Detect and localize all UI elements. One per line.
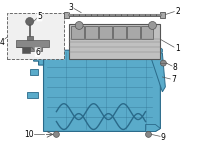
Text: 5: 5 xyxy=(37,12,42,21)
Bar xyxy=(113,26,126,39)
Polygon shape xyxy=(16,40,49,51)
Polygon shape xyxy=(34,50,160,131)
Text: 3: 3 xyxy=(69,3,74,12)
Text: 4: 4 xyxy=(0,38,4,47)
Circle shape xyxy=(75,21,83,29)
Circle shape xyxy=(26,17,34,25)
Bar xyxy=(99,26,112,39)
Polygon shape xyxy=(16,47,30,53)
Text: 1: 1 xyxy=(175,44,180,53)
Bar xyxy=(7,13,64,59)
Text: 8: 8 xyxy=(173,63,178,72)
Bar xyxy=(127,26,140,39)
Polygon shape xyxy=(44,44,56,52)
Bar xyxy=(160,12,165,17)
Bar xyxy=(69,25,160,59)
Polygon shape xyxy=(149,50,165,92)
Circle shape xyxy=(53,131,59,137)
Polygon shape xyxy=(27,92,38,98)
Bar xyxy=(85,26,98,39)
Circle shape xyxy=(160,60,166,66)
Bar xyxy=(71,26,84,39)
Polygon shape xyxy=(149,44,162,52)
Text: 10: 10 xyxy=(24,130,33,139)
Circle shape xyxy=(146,131,151,137)
Bar xyxy=(27,36,33,40)
Text: 7: 7 xyxy=(172,75,177,84)
Text: 9: 9 xyxy=(161,133,166,142)
Bar xyxy=(141,26,153,39)
Text: 6: 6 xyxy=(35,48,40,57)
Polygon shape xyxy=(146,125,160,131)
Circle shape xyxy=(149,21,156,29)
Polygon shape xyxy=(30,69,38,75)
Text: 2: 2 xyxy=(176,7,181,16)
Bar xyxy=(64,12,69,17)
